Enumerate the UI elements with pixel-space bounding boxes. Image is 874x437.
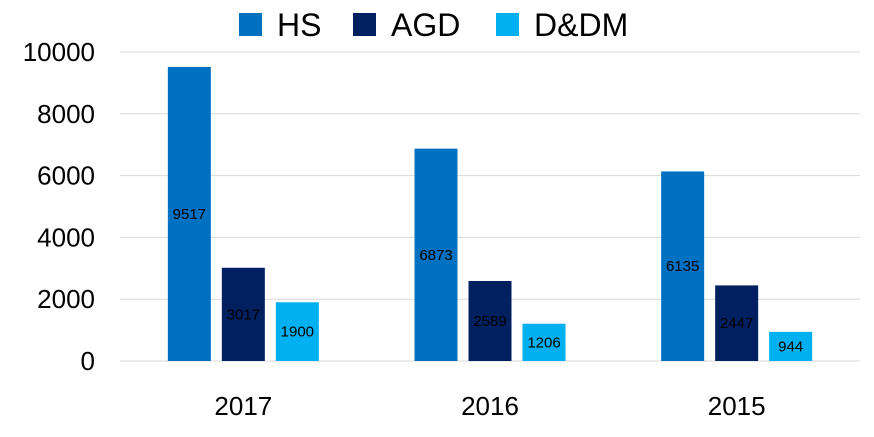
legend-swatch bbox=[496, 13, 519, 36]
bars bbox=[167, 66, 813, 362]
x-category-label: 2017 bbox=[214, 391, 272, 421]
y-axis-tick-labels: 0 2000 4000 6000 8000 10000 bbox=[23, 37, 95, 376]
data-label: 3017 bbox=[227, 306, 260, 323]
data-label: 6135 bbox=[666, 258, 699, 275]
x-category-label: 2016 bbox=[461, 391, 519, 421]
y-tick-label: 6000 bbox=[37, 161, 95, 191]
y-tick-label: 10000 bbox=[23, 37, 95, 67]
data-label: 2447 bbox=[720, 315, 753, 332]
y-tick-label: 2000 bbox=[37, 284, 95, 314]
legend-swatch bbox=[353, 13, 376, 36]
data-label: 944 bbox=[778, 338, 803, 355]
bar-hs-2016 bbox=[414, 148, 458, 361]
bar-agd-2017 bbox=[221, 267, 265, 361]
legend: HS AGD D&DM bbox=[239, 7, 628, 43]
y-tick-label: 4000 bbox=[37, 222, 95, 252]
data-label: 1900 bbox=[281, 324, 314, 341]
data-labels: 9517 3017 1900 6873 2589 1206 6135 2447 944 bbox=[173, 206, 804, 355]
bar-hs-2017 bbox=[167, 66, 211, 362]
legend-label: AGD bbox=[391, 7, 460, 43]
y-tick-label: 0 bbox=[81, 346, 95, 376]
data-label: 2589 bbox=[473, 313, 506, 330]
bar-hs-2015 bbox=[661, 171, 705, 361]
legend-swatch bbox=[239, 13, 262, 36]
y-tick-label: 8000 bbox=[37, 99, 95, 129]
bar-d-dm-2015 bbox=[769, 331, 813, 361]
legend-label: D&DM bbox=[534, 7, 628, 43]
bar-d-dm-2016 bbox=[522, 323, 566, 361]
bar-agd-2016 bbox=[468, 280, 512, 361]
data-label: 6873 bbox=[419, 247, 452, 264]
legend-label: HS bbox=[277, 7, 321, 43]
x-axis-category-labels: 2017 2016 2015 bbox=[214, 391, 765, 421]
data-label: 9517 bbox=[173, 206, 206, 223]
bar-d-dm-2017 bbox=[275, 302, 319, 361]
data-label: 1206 bbox=[527, 334, 560, 351]
bar-agd-2015 bbox=[715, 285, 759, 361]
x-category-label: 2015 bbox=[708, 391, 766, 421]
